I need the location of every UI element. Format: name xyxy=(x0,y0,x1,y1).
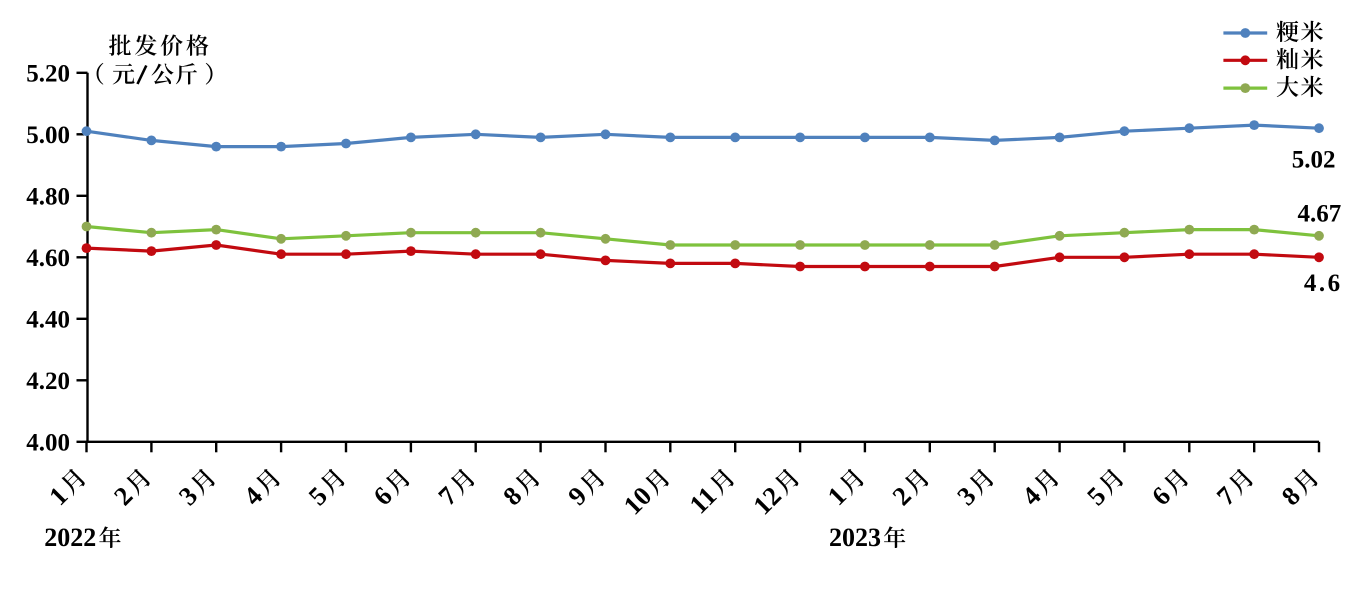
svg-text:4.80: 4.80 xyxy=(26,183,70,210)
svg-text:4.40: 4.40 xyxy=(26,306,70,333)
svg-text:4.60: 4.60 xyxy=(26,245,70,272)
svg-text:2022: 2022 xyxy=(44,523,96,552)
svg-text:2023: 2023 xyxy=(829,523,881,552)
svg-text:5.02: 5.02 xyxy=(1292,146,1336,173)
svg-text:4.00: 4.00 xyxy=(26,429,70,456)
svg-text:5.00: 5.00 xyxy=(26,122,70,149)
svg-text:5.20: 5.20 xyxy=(26,60,70,87)
svg-text:4.67: 4.67 xyxy=(1298,200,1342,227)
svg-text:4.20: 4.20 xyxy=(26,368,70,395)
svg-text:4.6: 4.6 xyxy=(1304,270,1343,297)
